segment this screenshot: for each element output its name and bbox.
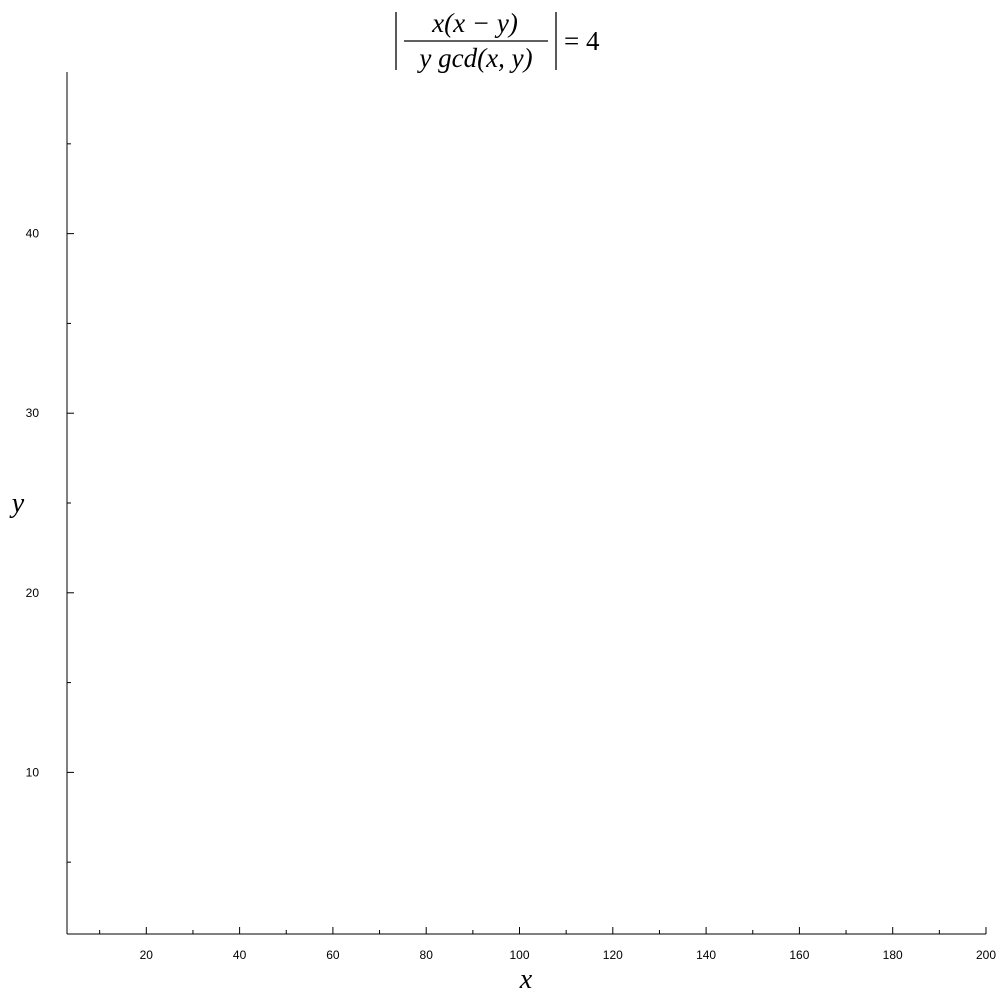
- y-tick-label: 20: [26, 586, 40, 600]
- y-tick-label: 30: [26, 406, 40, 420]
- chart-title: x(x − y) y gcd(x, y) = 4: [395, 8, 600, 73]
- y-tick-label: 40: [26, 227, 40, 241]
- x-tick-label: 160: [789, 948, 809, 962]
- x-tick-label: 60: [326, 948, 340, 962]
- y-tick-label: 10: [26, 765, 40, 779]
- ticks: 20 40 60 80 100 120 140 160 180 200 10 20 30 40: [26, 143, 996, 962]
- x-axis-label: x: [519, 964, 533, 995]
- x-tick-label: 100: [509, 948, 529, 962]
- y-axis-label: y: [9, 488, 25, 519]
- x-tick-label: 180: [883, 948, 903, 962]
- x-tick-label: 140: [696, 948, 716, 962]
- x-tick-label: 200: [976, 948, 996, 962]
- axes: [66, 72, 986, 935]
- title-denominator: y gcd(x, y): [416, 43, 532, 73]
- title-rhs: = 4: [564, 26, 600, 56]
- x-tick-label: 120: [603, 948, 623, 962]
- x-tick-label: 40: [233, 948, 247, 962]
- title-numerator: x(x − y): [431, 8, 518, 38]
- x-tick-label: 80: [420, 948, 434, 962]
- x-tick-label: 20: [140, 948, 154, 962]
